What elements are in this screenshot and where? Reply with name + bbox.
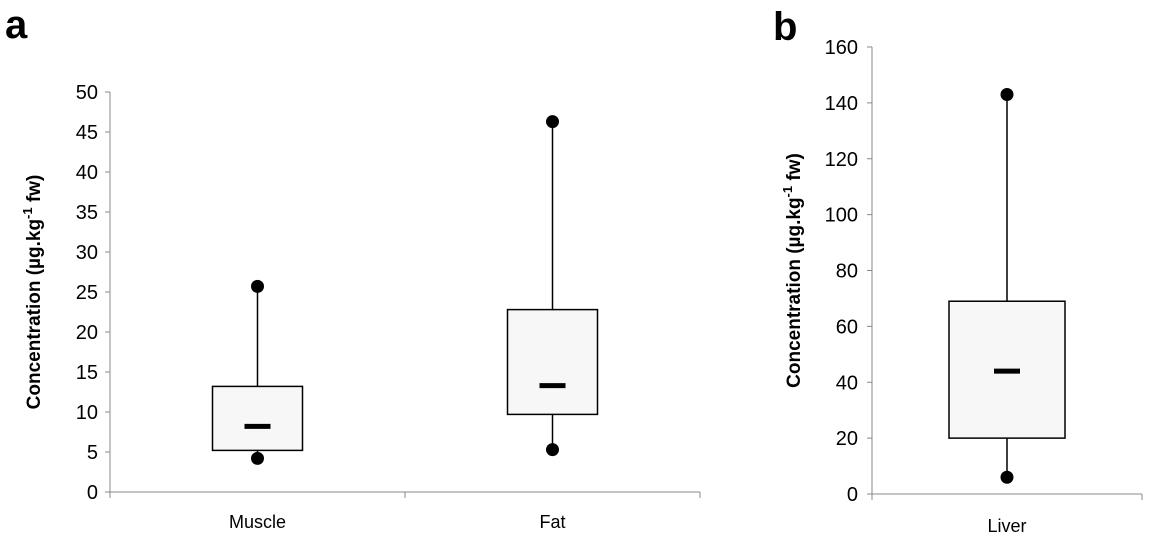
y-axis-title-main: Concentration (µg.kg	[24, 219, 45, 409]
y-tick-label: 160	[825, 37, 858, 59]
x-category-label: Muscle	[229, 512, 286, 532]
box-muscle	[211, 279, 304, 465]
panel-label: a	[5, 3, 28, 47]
y-tick-label: 20	[76, 322, 98, 344]
y-tick-label: 35	[76, 202, 98, 224]
max-point	[546, 115, 559, 129]
panel-b: b 0 20 40 60 80 100 120 140 160 Liver Concentration…	[773, 5, 1143, 536]
y-tick-label: 25	[76, 282, 98, 304]
y-tick-label: 140	[825, 93, 858, 115]
box-fat	[506, 115, 599, 457]
box-iqr	[211, 385, 304, 452]
x-category-label: Fat	[539, 512, 565, 532]
y-tick-label: 0	[847, 484, 858, 506]
y-tick-label: 60	[836, 316, 858, 338]
box-liver	[948, 87, 1066, 484]
y-tick-label: 50	[76, 82, 98, 104]
y-tick-label: 40	[76, 162, 98, 184]
panel-label: b	[773, 5, 797, 49]
max-point	[251, 279, 264, 293]
y-axis-title: Concentration (µg.kg-1 fw)	[780, 153, 805, 388]
y-tick-label: 100	[825, 205, 858, 227]
min-point	[1000, 470, 1014, 484]
y-axis-title-unit: fw)	[24, 175, 45, 208]
y-axis-title-superscript: -1	[780, 186, 795, 198]
y-tick-label: 5	[87, 442, 98, 464]
panel-a: a 0 5 10 15 20 25 30 35 40 45 50 Muscle Fat Concentrat…	[5, 3, 701, 532]
y-tick-label: 45	[76, 122, 98, 144]
y-axis-title: Concentration (µg.kg-1 fw)	[20, 175, 45, 410]
max-point	[1000, 87, 1014, 101]
y-tick-label: 20	[836, 428, 858, 450]
y-tick-label: 15	[76, 362, 98, 384]
y-axis-title-unit: fw)	[784, 153, 805, 186]
box-iqr	[506, 308, 599, 416]
min-point	[251, 451, 264, 465]
y-axis-title-main: Concentration (µg.kg	[784, 197, 805, 387]
y-axis-title-superscript: -1	[20, 207, 35, 219]
x-category-label: Liver	[987, 516, 1026, 536]
y-tick-label: 30	[76, 242, 98, 264]
box-iqr	[948, 300, 1066, 439]
y-tick-label: 10	[76, 402, 98, 424]
y-tick-label: 40	[836, 372, 858, 394]
y-tick-label: 80	[836, 261, 858, 283]
y-tick-label: 120	[825, 149, 858, 171]
min-point	[546, 443, 559, 457]
y-tick-label: 0	[87, 482, 98, 504]
